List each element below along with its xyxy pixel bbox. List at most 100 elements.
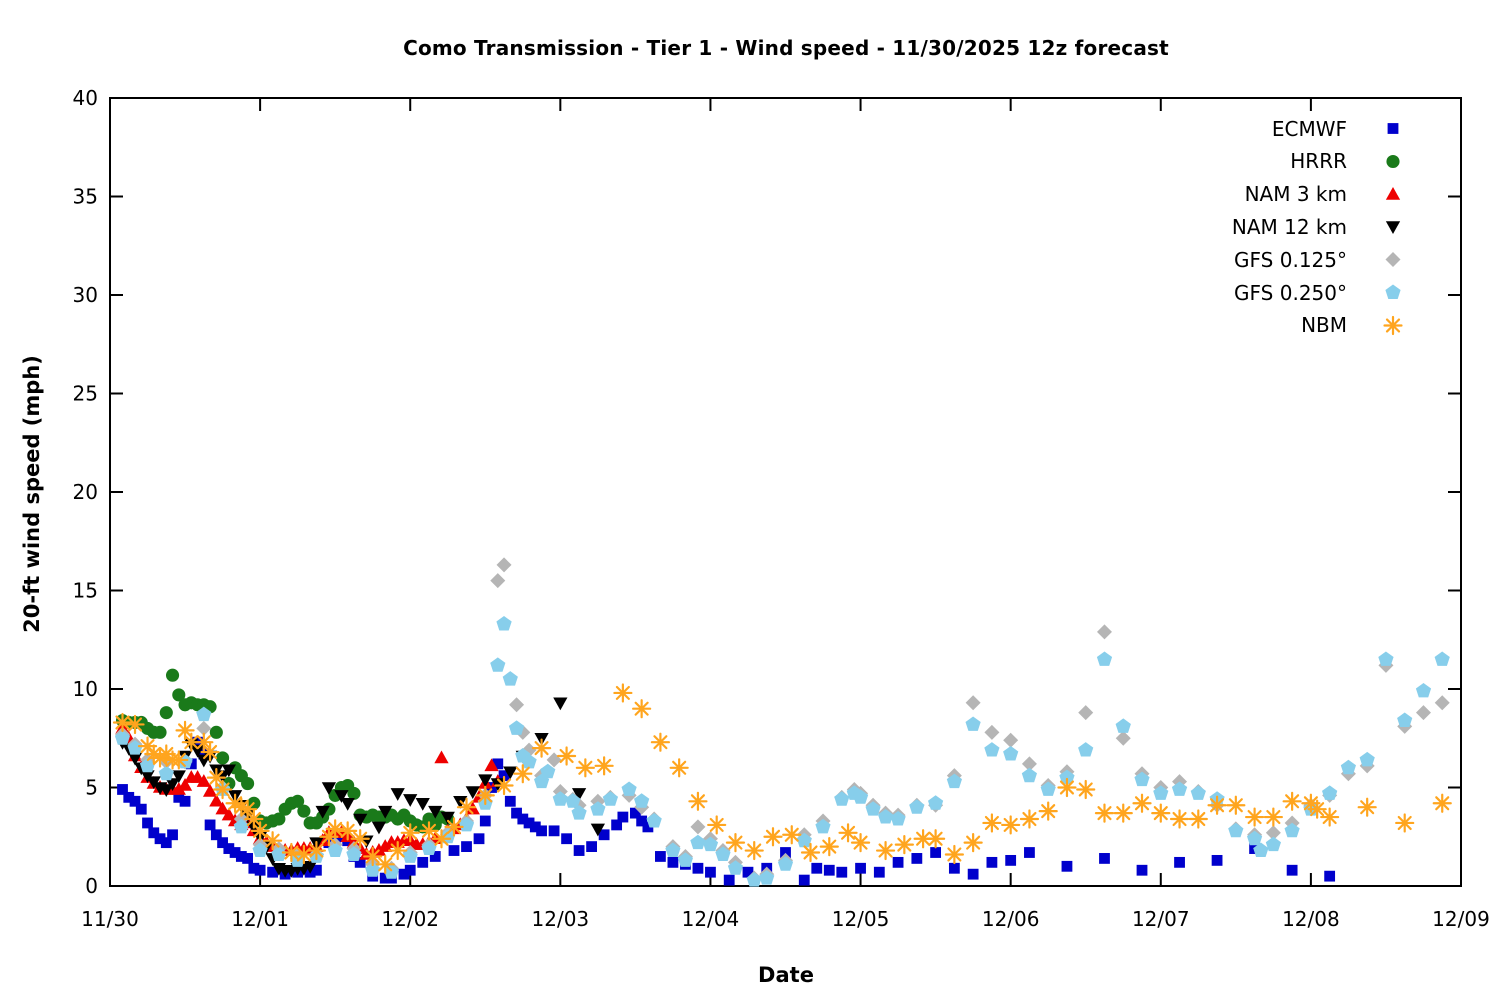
data-point: [1322, 785, 1338, 800]
data-point: [1024, 847, 1035, 858]
data-point: [127, 752, 143, 766]
data-point: [210, 829, 222, 841]
data-point: [834, 791, 850, 806]
data-point: [1001, 815, 1021, 835]
data-point: [798, 874, 810, 886]
data-point: [1432, 793, 1452, 813]
data-point: [198, 748, 210, 760]
data-point: [1284, 822, 1300, 838]
data-point: [496, 557, 512, 573]
data-point: [617, 811, 629, 823]
data-point: [340, 798, 355, 811]
data-point: [1078, 705, 1094, 721]
square-icon: [1387, 123, 1399, 134]
x-tick-label: 12/03: [532, 907, 590, 931]
legend-item-ecmwf: ECMWF: [0, 112, 1500, 145]
data-point: [311, 864, 322, 876]
data-point: [1265, 836, 1281, 852]
data-point: [1378, 651, 1394, 666]
data-point: [540, 763, 556, 779]
data-point: [371, 821, 387, 835]
data-point: [1174, 856, 1185, 868]
data-point: [129, 795, 141, 807]
data-point: [930, 847, 942, 858]
data-point: [148, 827, 160, 839]
data-point: [565, 793, 581, 808]
data-point: [194, 732, 214, 752]
data-point: [473, 833, 485, 845]
data-point: [235, 851, 247, 862]
data-point: [517, 813, 529, 825]
data-point: [158, 765, 174, 781]
data-point: [621, 781, 637, 796]
legend-item-nam-12-km: NAM 12 km: [0, 210, 1500, 243]
data-point: [490, 657, 506, 672]
data-point: [602, 791, 618, 806]
data-point: [294, 844, 314, 865]
data-point: [403, 794, 418, 807]
data-point: [1040, 781, 1056, 796]
y-tick-label: 35: [73, 185, 98, 209]
data-point: [946, 773, 962, 789]
data-point: [1094, 803, 1115, 823]
data-point: [229, 847, 241, 858]
x-tick-label: 12/08: [1282, 907, 1340, 931]
data-point: [521, 753, 537, 769]
data-point: [1003, 732, 1019, 748]
data-point: [1061, 860, 1073, 872]
data-point: [890, 811, 906, 826]
data-point: [338, 821, 358, 841]
data-point: [212, 779, 233, 800]
legend-item-nam-3-km: NAM 3 km: [0, 178, 1500, 211]
data-point: [613, 683, 633, 703]
data-point: [727, 860, 744, 875]
data-point: [221, 764, 236, 778]
data-point: [365, 862, 381, 877]
data-point: [1415, 683, 1432, 698]
data-point: [1115, 718, 1131, 733]
data-point: [250, 821, 270, 841]
data-point: [378, 805, 393, 819]
data-point: [1151, 803, 1171, 823]
data-point: [598, 829, 610, 841]
data-point: [1078, 742, 1094, 757]
data-point: [496, 616, 512, 631]
data-point: [363, 846, 383, 867]
data-point: [504, 795, 516, 807]
data-point: [465, 786, 480, 799]
triangle-down-icon: [1385, 221, 1401, 235]
data-point: [429, 851, 441, 862]
data-point: [967, 868, 979, 880]
asterisk-icon: [1383, 315, 1403, 335]
data-point: [221, 807, 236, 821]
data-point: [444, 817, 464, 837]
data-point: [590, 823, 605, 837]
data-point: [873, 866, 885, 878]
data-point: [388, 840, 408, 861]
data-point: [746, 872, 762, 887]
data-point: [1253, 842, 1269, 857]
data-point: [215, 801, 230, 815]
y-tick-label: 40: [73, 86, 98, 110]
data-point: [492, 758, 504, 770]
data-point: [415, 798, 430, 811]
data-point: [984, 742, 1000, 757]
data-point: [1169, 809, 1190, 829]
legend-item-gfs-0-250-: GFS 0.250°: [0, 276, 1500, 309]
data-point: [200, 742, 220, 762]
x-tick-label: 12/01: [231, 907, 289, 931]
data-point: [634, 793, 650, 808]
data-point: [1282, 791, 1302, 811]
data-point: [852, 789, 869, 804]
data-point: [688, 791, 708, 811]
data-point: [702, 836, 719, 852]
data-point: [190, 744, 205, 758]
data-point: [865, 801, 881, 816]
data-point: [1207, 795, 1227, 815]
data-point: [984, 724, 1000, 740]
data-point: [1307, 799, 1327, 819]
data-point: [1057, 777, 1077, 798]
x-tick-label: 12/02: [381, 907, 439, 931]
